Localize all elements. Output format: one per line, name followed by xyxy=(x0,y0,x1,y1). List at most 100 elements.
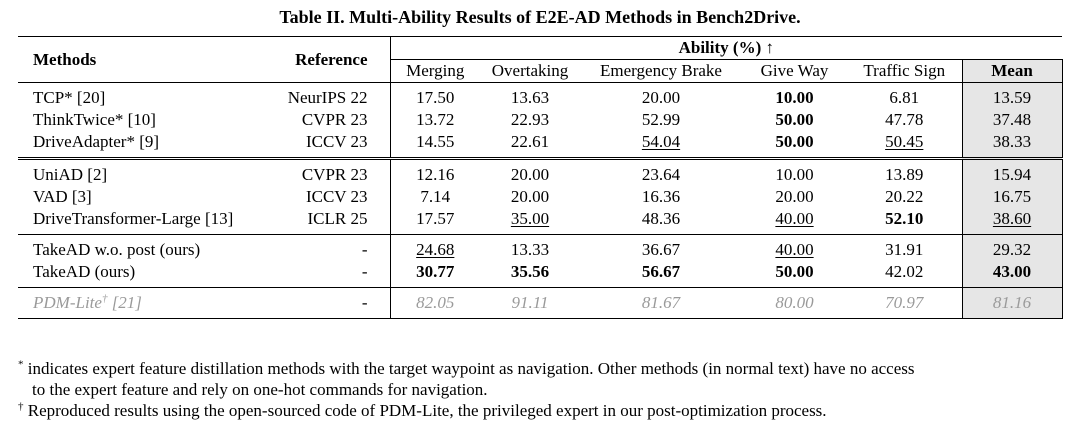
value-text: 13.33 xyxy=(510,240,550,259)
value-text: 24.68 xyxy=(416,240,455,259)
value-text: 42.02 xyxy=(885,262,924,281)
value-cell: 50.00 xyxy=(742,131,847,159)
value-text: 38.33 xyxy=(992,132,1032,151)
value-text: 52.99 xyxy=(641,110,681,129)
value-text: 31.91 xyxy=(885,240,924,259)
value-cell: 91.11 xyxy=(480,287,580,319)
table-row: TCP* [20] NeurIPS 22 17.50 13.63 20.00 10.00 6… xyxy=(18,82,1063,109)
value-text: 91.11 xyxy=(511,293,549,312)
value-text: 35.56 xyxy=(510,262,550,281)
header-give-way: Give Way xyxy=(760,61,829,80)
reference-cell: - xyxy=(361,262,368,281)
value-text: 22.93 xyxy=(510,110,550,129)
method-name: TCP* [20] xyxy=(33,88,106,107)
method-name: UniAD [2] xyxy=(33,165,108,184)
method-cell: TakeAD w.o. post (ours) xyxy=(18,234,268,261)
header-row-1: Methods Reference Ability (%) ↑ xyxy=(18,36,1063,83)
value-cell: 22.61 xyxy=(480,131,580,159)
value-text: 20.00 xyxy=(775,187,814,206)
method-name: TakeAD w.o. post (ours) xyxy=(33,240,201,259)
value-text: 50.00 xyxy=(775,132,814,151)
value-cell: 38.60 xyxy=(961,208,1063,235)
value-cell: 50.00 xyxy=(742,109,847,131)
reference-cell: ICCV 23 xyxy=(305,132,368,151)
footnote-1-mark: * xyxy=(18,358,24,371)
results-table: Methods Reference Ability (%) ↑ Merging … xyxy=(18,36,1063,319)
value-cell: 56.67 xyxy=(580,261,742,288)
footnote-2-text: Reproduced results using the open-source… xyxy=(27,401,827,420)
reference-cell: ICCV 23 xyxy=(305,187,368,206)
header-reference: Reference xyxy=(268,36,390,83)
reference-cell: CVPR 23 xyxy=(301,110,368,129)
value-text: 17.57 xyxy=(416,209,455,228)
value-cell: 20.00 xyxy=(742,186,847,208)
method-cell: DriveTransformer-Large [13] xyxy=(18,208,268,235)
method-name: ThinkTwice* [10] xyxy=(33,110,156,129)
value-cell: 24.68 xyxy=(389,234,480,261)
value-cell: 13.33 xyxy=(480,234,580,261)
header-emergency-brake: Emergency Brake xyxy=(600,61,722,80)
value-cell: 6.81 xyxy=(847,82,962,109)
value-cell: 13.59 xyxy=(961,82,1063,109)
header-merging: Merging xyxy=(389,59,480,83)
value-cell: 70.97 xyxy=(847,287,962,319)
value-cell: 81.67 xyxy=(580,287,742,319)
method-name: VAD [3] xyxy=(33,187,92,206)
method-name: PDM-Lite xyxy=(33,293,102,312)
value-cell: 20.00 xyxy=(580,82,742,109)
value-text: 17.50 xyxy=(416,88,455,107)
value-text: 52.10 xyxy=(885,209,924,228)
value-text: 20.00 xyxy=(641,88,681,107)
value-cell: 15.94 xyxy=(961,157,1063,186)
header-traffic-sign: Traffic Sign xyxy=(863,61,946,80)
value-cell: 48.36 xyxy=(580,208,742,235)
value-text: 13.89 xyxy=(885,165,924,184)
value-cell: 52.10 xyxy=(847,208,962,235)
value-text: 36.67 xyxy=(641,240,681,259)
value-cell: 82.05 xyxy=(389,287,480,319)
value-text: 30.77 xyxy=(416,262,455,281)
value-cell: 54.04 xyxy=(580,131,742,159)
footnotes: * indicates expert feature distillation … xyxy=(18,358,1068,421)
value-text: 50.00 xyxy=(775,262,814,281)
value-cell: 10.00 xyxy=(742,82,847,109)
value-text: 56.67 xyxy=(641,262,681,281)
footnote-1-line-1: indicates expert feature distillation me… xyxy=(27,359,915,378)
method-cell: UniAD [2] xyxy=(18,157,268,186)
footnote-2-mark: † xyxy=(18,400,24,413)
value-text: 23.64 xyxy=(641,165,681,184)
method-mark: † xyxy=(101,292,108,305)
value-cell: 13.89 xyxy=(847,157,962,186)
method-cell: TCP* [20] xyxy=(18,82,268,109)
table-row: TakeAD (ours) - 30.77 35.56 56.67 50.00 42.02 4… xyxy=(18,261,1063,288)
table-row: TakeAD w.o. post (ours) - 24.68 13.33 36.67 4… xyxy=(18,234,1063,261)
method-cell: DriveAdapter* [9] xyxy=(18,131,268,159)
reference-cell: NeurIPS 22 xyxy=(268,82,390,109)
value-text: 16.36 xyxy=(641,187,681,206)
header-mean: Mean xyxy=(961,59,1063,83)
value-cell: 22.93 xyxy=(480,109,580,131)
reference-cell: ICLR 25 xyxy=(307,209,368,228)
value-cell: 43.00 xyxy=(961,261,1063,288)
method-name: DriveAdapter* [9] xyxy=(33,132,160,151)
value-text: 50.45 xyxy=(885,132,924,151)
value-cell: 50.00 xyxy=(742,261,847,288)
value-text: 35.00 xyxy=(510,209,550,228)
value-cell: 47.78 xyxy=(847,109,962,131)
value-cell: 31.91 xyxy=(847,234,962,261)
table-body: TCP* [20] NeurIPS 22 17.50 13.63 20.00 10.00 6… xyxy=(18,82,1063,319)
table-caption: Table II. Multi-Ability Results of E2E-A… xyxy=(279,7,801,27)
value-cell: 36.67 xyxy=(580,234,742,261)
value-text: 82.05 xyxy=(416,293,455,312)
reference-cell: - xyxy=(268,234,390,261)
value-text: 7.14 xyxy=(420,187,451,206)
value-cell: 52.99 xyxy=(580,109,742,131)
value-text: 13.59 xyxy=(992,88,1032,107)
value-text: 48.36 xyxy=(641,209,681,228)
method-cell: ThinkTwice* [10] xyxy=(18,109,268,131)
value-text: 43.00 xyxy=(992,262,1032,281)
reference-cell: CVPR 23 xyxy=(268,157,390,186)
value-text: 70.97 xyxy=(885,293,924,312)
value-text: 40.00 xyxy=(775,209,814,228)
value-cell: 7.14 xyxy=(389,186,480,208)
